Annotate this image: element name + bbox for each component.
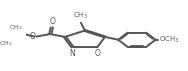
Text: CH$_3$: CH$_3$	[73, 11, 88, 21]
Text: N: N	[70, 49, 75, 58]
Text: OCH$_3$: OCH$_3$	[159, 35, 179, 45]
Text: CH$_2$: CH$_2$	[9, 23, 22, 32]
Text: O: O	[50, 17, 56, 26]
Text: CH$_3$: CH$_3$	[0, 39, 12, 48]
Text: O: O	[30, 32, 36, 41]
Text: O: O	[94, 49, 100, 58]
